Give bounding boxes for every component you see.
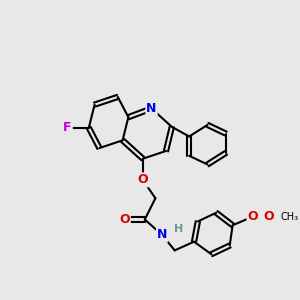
Text: O: O	[248, 210, 258, 223]
Text: O: O	[137, 173, 148, 186]
Text: F: F	[63, 121, 72, 134]
Text: H: H	[174, 224, 183, 234]
Text: N: N	[146, 102, 157, 115]
Text: N: N	[157, 228, 167, 242]
Text: H: H	[174, 224, 183, 234]
Text: O: O	[263, 210, 274, 223]
Text: O: O	[119, 213, 130, 226]
Text: CH₃: CH₃	[281, 212, 299, 222]
